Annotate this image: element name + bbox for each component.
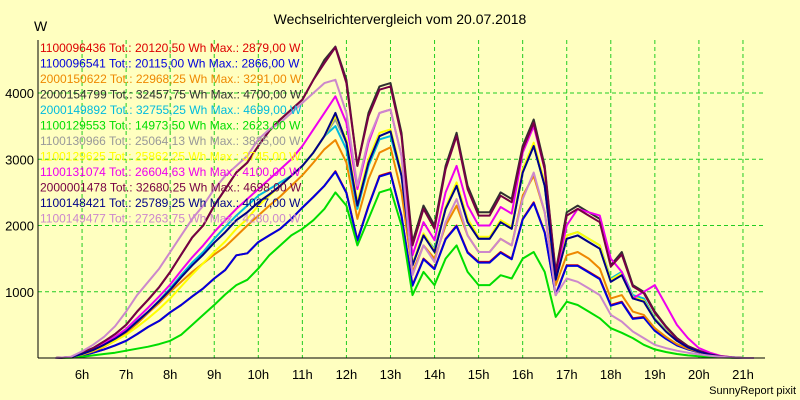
legend-entry-9: 1100131074 Tot.: 26604,63 Wh Max.: 4100,… [40, 165, 301, 179]
x-tick-label: 10h [247, 367, 269, 382]
y-axis-unit: W [34, 18, 48, 34]
x-tick-label: 13h [380, 367, 402, 382]
legend-entry-8: 1100129625 Tot.: 25862,25 Wh Max.: 3745,… [40, 150, 301, 164]
legend-entry-3: 2000150622 Tot.: 22968,25 Wh Max.: 3291,… [40, 72, 302, 86]
series-lines [55, 45, 754, 359]
y-tick-label: 4000 [5, 86, 34, 101]
x-tick-label: 12h [336, 367, 358, 382]
x-tick-label: 14h [424, 367, 446, 382]
x-tick-label: 8h [163, 367, 177, 382]
chart-credit: SunnyReport pixit [709, 385, 796, 397]
x-tick-label: 18h [600, 367, 622, 382]
legend-entry-7: 1100130966 Tot.: 25064,13 Wh Max.: 3835,… [40, 134, 301, 148]
legend-entry-11: 1100148421 Tot.: 25789,25 Wh Max.: 4027,… [40, 196, 301, 210]
x-tick-label: 11h [292, 367, 313, 382]
legend-entry-5: 2000149892 Tot.: 32755,25 Wh Max.: 4699,… [40, 103, 302, 117]
y-axis-ticks: 1000 2000 3000 4000 [5, 86, 34, 300]
chart-title: Wechselrichtervergleich vom 20.07.2018 [274, 11, 527, 27]
legend-entry-4: 2000154799 Tot.: 32457,75 Wh Max.: 4700,… [40, 88, 302, 102]
legend-entry-12: 1100149477 Tot.: 27263,75 Wh Max.: 4280,… [40, 212, 301, 226]
x-tick-label: 6h [75, 367, 89, 382]
series-line-6 [55, 188, 754, 359]
legend-entry-1: 1100096436 Tot.: 20120,50 Wh Max.: 2879,… [40, 41, 301, 55]
legend-entry-6: 1100129553 Tot.: 14973,50 Wh Max.: 2623,… [40, 119, 301, 133]
x-axis-ticks: 6h 7h 8h 9h 10h 11h 12h 13h 14h 15h 16h 17h 18h 19h 20… [75, 367, 754, 382]
y-tick-label: 3000 [5, 152, 34, 167]
series-line-10 [55, 46, 754, 359]
x-tick-label: 9h [207, 367, 221, 382]
series-line-12 [55, 78, 754, 359]
legend-entry-10: 2000001478 Tot.: 32680,25 Wh Max.: 4698,… [40, 181, 302, 195]
x-tick-label: 16h [512, 367, 534, 382]
x-tick-label: 7h [119, 367, 133, 382]
x-tick-label: 20h [688, 367, 710, 382]
legend-entry-2: 1100096541 Tot.: 20115,00 Wh Max.: 2866,… [40, 57, 300, 71]
y-tick-label: 2000 [5, 219, 34, 234]
x-tick-label: 19h [644, 367, 666, 382]
legend: 1100096436 Tot.: 20120,50 Wh Max.: 2879,… [40, 41, 302, 226]
x-tick-label: 15h [468, 367, 490, 382]
series-line-2 [55, 170, 754, 359]
x-tick-label: 21h [732, 367, 754, 382]
x-tick-label: 17h [556, 367, 578, 382]
series-line-3 [55, 139, 754, 359]
y-tick-label: 1000 [5, 285, 34, 300]
